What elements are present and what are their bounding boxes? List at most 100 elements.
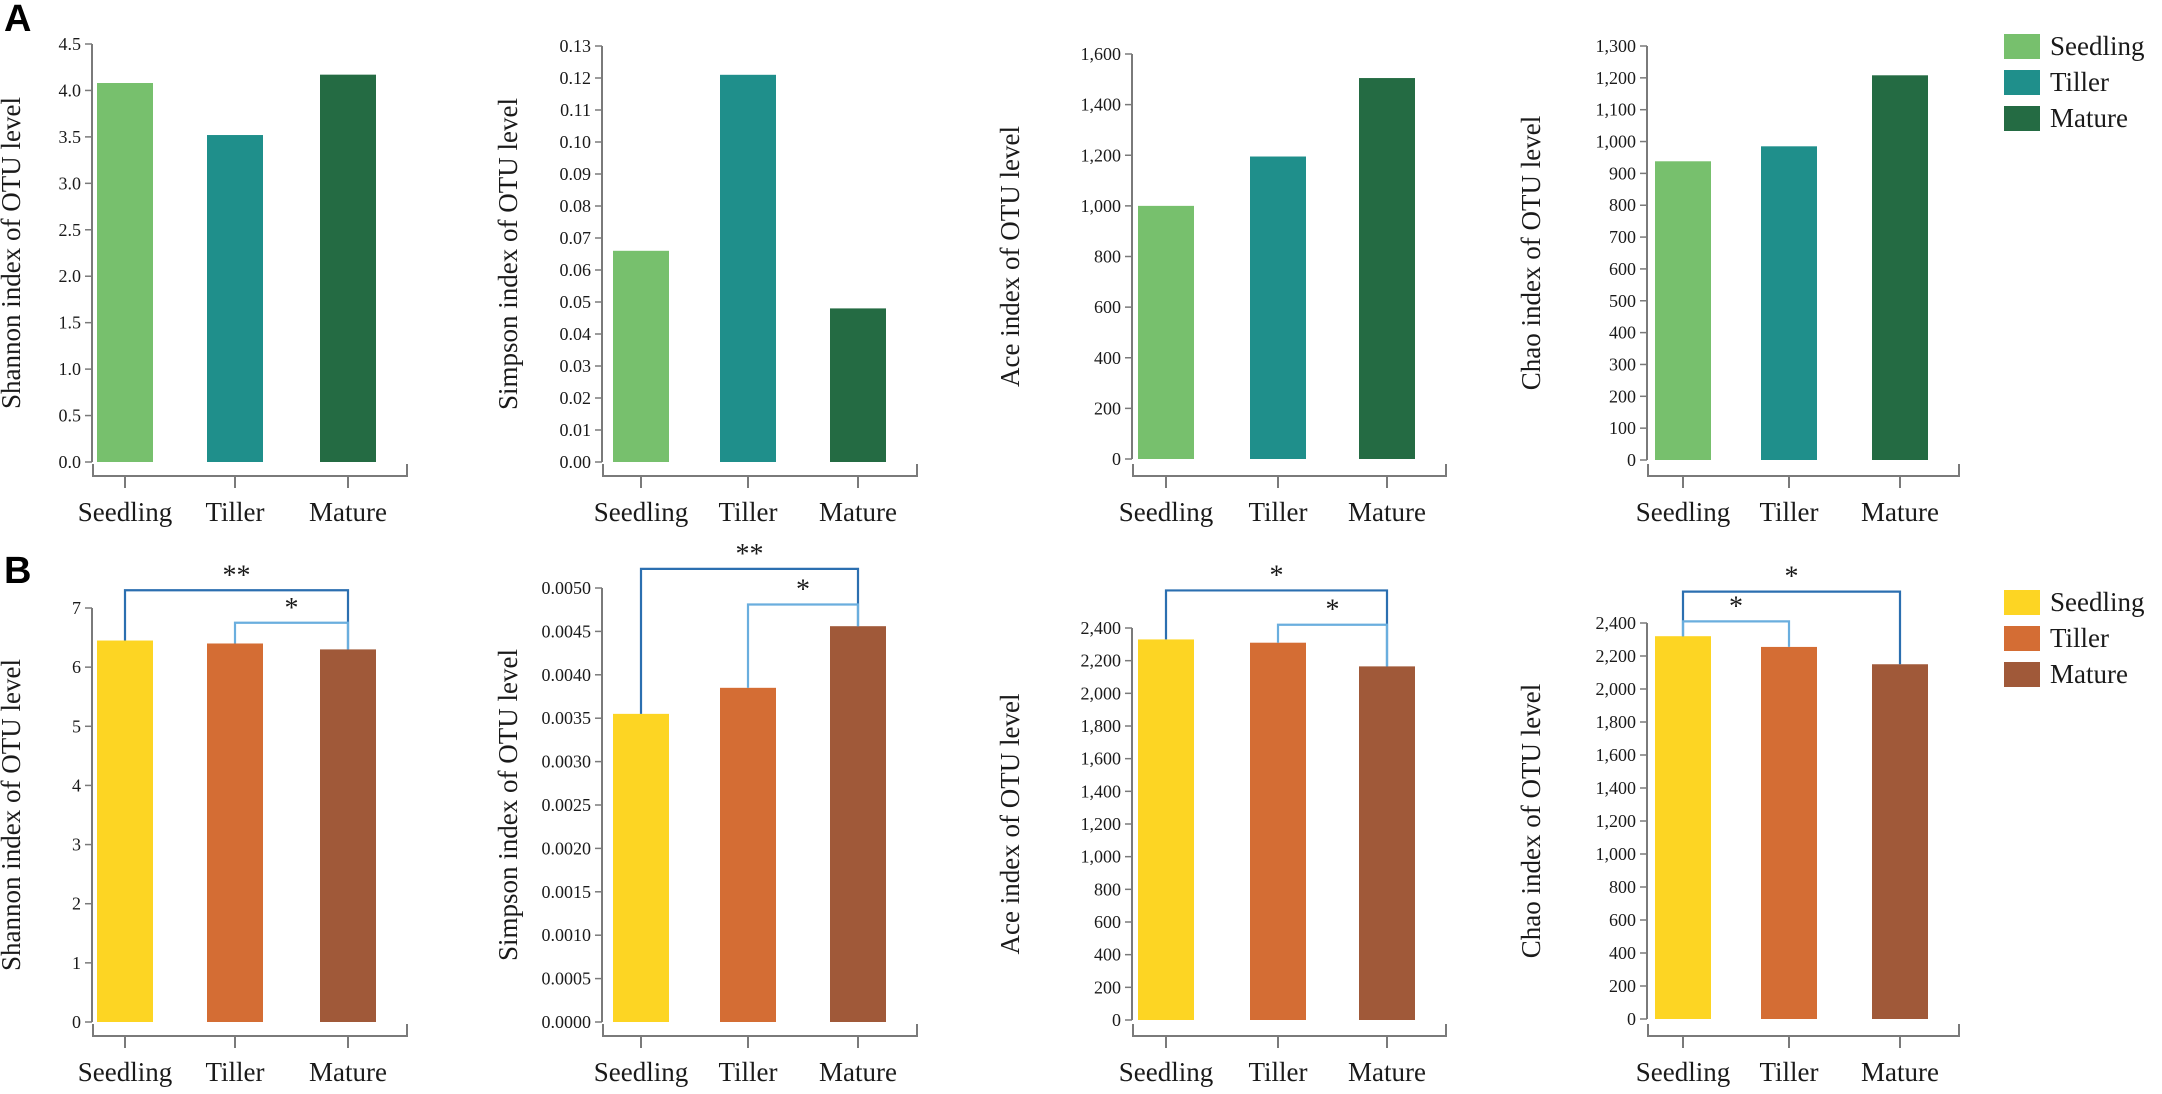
y-tick-label: 600 (1094, 912, 1121, 932)
y-tick-label: 1,200 (1596, 811, 1637, 831)
x-category-label: Tiller (718, 497, 777, 527)
y-tick-label: 600 (1609, 910, 1636, 930)
y-tick-label: 800 (1094, 247, 1121, 267)
y-tick-label: 0.0025 (542, 795, 592, 815)
y-tick-label: 0.0050 (542, 578, 592, 598)
y-axis-title: Simpson index of OTU level (493, 649, 523, 961)
y-tick-label: 2,400 (1081, 618, 1122, 638)
y-tick-label: 0.0035 (542, 708, 592, 728)
x-category-label: Tiller (1248, 497, 1307, 527)
y-tick-label: 200 (1609, 976, 1636, 996)
significance-label: * (285, 593, 299, 624)
significance-label: * (1270, 560, 1284, 591)
x-category-label: Seedling (1636, 497, 1731, 527)
y-tick-label: 1,600 (1081, 44, 1122, 64)
y-tick-label: 0.13 (560, 36, 592, 56)
y-tick-label: 0.0005 (542, 969, 592, 989)
legend-label-mature: Mature (2050, 659, 2128, 689)
y-tick-label: 3 (72, 835, 81, 855)
y-tick-label: 200 (1609, 386, 1636, 406)
y-tick-label: 800 (1609, 195, 1636, 215)
significance-label: ** (223, 560, 251, 591)
significance-bracket (1681, 620, 1791, 647)
x-category-label: Mature (1861, 497, 1939, 527)
y-tick-label: 1,300 (1596, 36, 1637, 56)
y-tick-label: 2,400 (1596, 613, 1637, 633)
y-tick-label: 2,200 (1081, 651, 1122, 671)
bar-tiller (1250, 156, 1306, 459)
y-tick-label: 200 (1094, 977, 1121, 997)
y-tick-label: 1,000 (1596, 844, 1637, 864)
legend-label-seedling: Seedling (2050, 587, 2145, 617)
y-tick-label: 1,400 (1081, 95, 1122, 115)
significance-label: ** (736, 539, 764, 570)
y-tick-label: 200 (1094, 398, 1121, 418)
bar-seedling (1655, 636, 1711, 1019)
panel-label-a: A (4, 0, 32, 40)
y-tick-label: 1,800 (1081, 716, 1122, 736)
x-category-label: Seedling (1119, 497, 1214, 527)
bar-tiller (207, 135, 263, 462)
y-tick-label: 0.11 (560, 100, 591, 120)
panel-label-b: B (4, 550, 32, 592)
bar-tiller (1761, 646, 1817, 1019)
legend-label-tiller: Tiller (2050, 623, 2109, 653)
chart-B-ace: 0 200 400 600 800 1,000 1,200 1,400 1,600 1,800 2,… (995, 560, 1447, 1087)
y-tick-label: 0 (1627, 1009, 1636, 1029)
y-axis-title: Chao index of OTU level (1516, 116, 1546, 390)
y-tick-label: 0.09 (560, 164, 592, 184)
x-category-label: Seedling (1636, 1057, 1731, 1087)
bar-mature (830, 626, 886, 1022)
significance-label: * (1785, 562, 1799, 593)
significance-bracket (746, 603, 860, 688)
significance-bracket (1681, 590, 1902, 665)
y-tick-label: 0.01 (560, 420, 592, 440)
y-tick-label: 900 (1609, 163, 1636, 183)
y-tick-label: 1,000 (1081, 196, 1122, 216)
x-category-label: Seedling (1119, 1057, 1214, 1087)
chart-B-shannon: 0 1 2 3 4 5 6 7 Seedling Tiller Mature Shannon inde… (0, 560, 408, 1087)
legend-label-seedling: Seedling (2050, 31, 2145, 61)
bar-seedling (97, 640, 153, 1022)
y-tick-label: 600 (1609, 259, 1636, 279)
y-tick-label: 400 (1094, 348, 1121, 368)
bar-seedling (1138, 205, 1194, 459)
x-category-label: Mature (309, 497, 387, 527)
y-tick-label: 0.0020 (542, 838, 592, 858)
x-category-label: Mature (1348, 497, 1426, 527)
bar-tiller (1250, 642, 1306, 1020)
x-category-label: Tiller (1248, 1057, 1307, 1087)
y-tick-label: 0.0015 (542, 882, 592, 902)
y-tick-label: 1,800 (1596, 712, 1637, 732)
y-axis-title: Ace index of OTU level (995, 694, 1025, 955)
y-tick-label: 1,400 (1081, 781, 1122, 801)
y-tick-label: 0.00 (560, 452, 592, 472)
y-tick-label: 1,600 (1596, 745, 1637, 765)
y-tick-label: 600 (1094, 297, 1121, 317)
y-tick-label: 0.0000 (542, 1012, 592, 1032)
y-tick-label: 2,000 (1596, 679, 1637, 699)
chart-A-simpson: 0.00 0.01 0.02 0.03 0.04 0.05 0.06 0.07 0.08 0.09… (493, 36, 918, 527)
bar-tiller (1761, 146, 1817, 461)
bar-tiller (207, 643, 263, 1022)
y-tick-label: 2.5 (59, 220, 82, 240)
significance-label: * (1326, 595, 1340, 626)
y-tick-label: 700 (1609, 227, 1636, 247)
y-tick-label: 2 (72, 894, 81, 914)
legend-label-tiller: Tiller (2050, 67, 2109, 97)
y-tick-label: 0.06 (560, 260, 592, 280)
bar-tiller (720, 687, 776, 1022)
y-tick-label: 1 (72, 953, 81, 973)
x-category-label: Tiller (1759, 497, 1818, 527)
legend-label-mature: Mature (2050, 103, 2128, 133)
y-tick-label: 1,200 (1081, 145, 1122, 165)
y-tick-label: 0.0040 (542, 665, 592, 685)
bar-seedling (97, 83, 153, 462)
y-tick-label: 4 (72, 775, 81, 795)
y-tick-label: 2.0 (59, 266, 82, 286)
bar-seedling (613, 713, 669, 1022)
y-tick-label: 400 (1094, 945, 1121, 965)
y-tick-label: 500 (1609, 291, 1636, 311)
x-category-label: Mature (1348, 1057, 1426, 1087)
